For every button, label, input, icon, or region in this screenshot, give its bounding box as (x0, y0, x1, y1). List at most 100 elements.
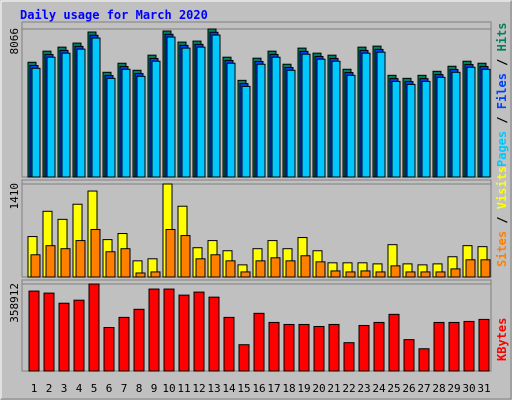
x-tick-label: 25 (387, 382, 400, 395)
bar (388, 313, 400, 372)
x-tick-label: 6 (106, 382, 113, 395)
x-tick-label: 11 (177, 382, 190, 395)
legend-separator: / (495, 109, 509, 131)
bar (271, 56, 281, 178)
bar (133, 308, 145, 372)
x-tick-label: 20 (312, 382, 325, 395)
bar (463, 320, 475, 372)
bar (420, 271, 431, 278)
bar (283, 323, 295, 372)
chart-title: Daily usage for March 2020 (20, 8, 208, 22)
bar (436, 76, 446, 178)
x-tick-label: 22 (342, 382, 355, 395)
x-tick-label: 9 (151, 382, 158, 395)
bar (136, 75, 146, 178)
bar (313, 325, 325, 372)
x-tick-label: 18 (282, 382, 295, 395)
bar (418, 348, 430, 372)
bar (118, 316, 130, 372)
bar (343, 342, 355, 372)
bar (405, 271, 416, 278)
bar (285, 260, 296, 278)
legend-entry: KBytes (495, 318, 509, 361)
y-tick-label: 1410 (8, 183, 21, 210)
x-tick-label: 29 (447, 382, 460, 395)
bar (375, 271, 386, 278)
y-tick-label: 358912 (8, 283, 21, 323)
bar (256, 63, 266, 178)
x-tick-label: 1 (31, 382, 38, 395)
x-tick-label: 16 (252, 382, 265, 395)
x-tick-label: 21 (327, 382, 340, 395)
x-tick-label: 8 (136, 382, 143, 395)
bar (90, 229, 101, 278)
bar (195, 258, 206, 278)
x-tick-label: 10 (162, 382, 175, 395)
bar (421, 80, 431, 178)
bar (180, 235, 191, 278)
bar (255, 260, 266, 278)
bar (301, 53, 311, 178)
bar (88, 283, 100, 372)
bar (240, 271, 251, 278)
x-tick-label: 13 (207, 382, 220, 395)
bar (241, 85, 251, 178)
legend: KBytes (495, 318, 509, 361)
bar (120, 248, 131, 278)
bar (135, 272, 146, 278)
legend-entry: Pages (495, 131, 509, 167)
bar (361, 52, 371, 178)
x-tick-label: 14 (222, 382, 236, 395)
x-tick-label: 15 (237, 382, 250, 395)
bar (268, 321, 280, 372)
bar (28, 290, 40, 372)
x-tick-label: 28 (432, 382, 445, 395)
bar (450, 268, 461, 278)
bar (390, 265, 401, 278)
bar (73, 299, 85, 372)
y-tick-label: 8066 (8, 28, 21, 55)
bar (435, 271, 446, 278)
bar (328, 323, 340, 372)
bar (270, 257, 281, 278)
bar (31, 67, 41, 178)
bar (225, 260, 236, 278)
x-tick-label: 2 (46, 382, 53, 395)
bar (298, 323, 310, 372)
x-tick-label: 3 (61, 382, 68, 395)
bar (315, 261, 326, 278)
x-tick-label: 4 (76, 382, 83, 395)
bar (316, 58, 326, 178)
bar (105, 251, 116, 278)
bar (193, 291, 205, 372)
bar (465, 259, 476, 278)
x-tick-label: 26 (402, 382, 415, 395)
bar (480, 259, 491, 278)
bar (478, 318, 490, 372)
bar (376, 51, 386, 178)
bar (403, 339, 415, 372)
bar (210, 254, 221, 278)
bar (253, 312, 265, 372)
bar (208, 296, 220, 372)
bar (226, 62, 236, 178)
bar (433, 321, 445, 372)
bar (345, 271, 356, 278)
legend: Pages / Files / Hits (495, 22, 509, 167)
bar (181, 47, 191, 178)
bar (346, 74, 356, 178)
x-tick-label: 24 (372, 382, 386, 395)
legend-entry: Files (495, 73, 509, 109)
bar (406, 83, 416, 178)
bar (223, 316, 235, 372)
bar (451, 71, 461, 178)
bar (481, 68, 491, 178)
bar (300, 255, 311, 278)
bar (178, 294, 190, 372)
legend-entry: Hits (495, 22, 509, 51)
bar (91, 37, 101, 178)
bar (58, 302, 70, 372)
x-tick-label: 19 (297, 382, 310, 395)
bar (330, 270, 341, 278)
